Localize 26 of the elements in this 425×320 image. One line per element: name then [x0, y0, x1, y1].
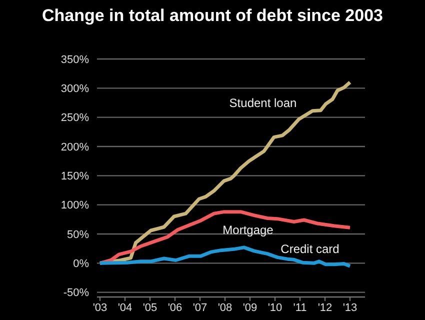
x-tick-label: '13	[342, 302, 358, 314]
y-tick-label: 150%	[60, 170, 90, 183]
series-label: Student loan	[229, 96, 297, 110]
x-tick-label: '10	[268, 302, 282, 314]
x-tick-label: '05	[142, 302, 158, 314]
line-series	[98, 210, 352, 265]
x-tick-label: '06	[168, 302, 182, 314]
y-tick-label: 100%	[60, 200, 90, 212]
y-tick-label: 300%	[60, 83, 90, 96]
x-tick-label: '12	[318, 302, 332, 314]
x-tick-label: '04	[118, 302, 132, 314]
x-tick-label: '09	[242, 302, 258, 314]
x-tick-label: '08	[218, 302, 232, 314]
y-tick-label: 50%	[66, 228, 90, 241]
chart-title: Change in total amount of debt since 2003	[42, 6, 383, 26]
x-tick-label: '11	[293, 302, 307, 314]
y-tick-label: 200%	[60, 141, 90, 154]
x-tick-label: '03	[92, 302, 108, 314]
line-series	[98, 246, 352, 268]
y-tick-label: 0%	[73, 258, 90, 270]
y-tick-label: -50%	[63, 287, 90, 300]
x-tick-label: '07	[192, 302, 208, 314]
series-label: Credit card	[280, 242, 340, 256]
y-tick-label: 350%	[60, 54, 90, 66]
y-tick-label: 250%	[60, 112, 90, 124]
series-label: Mortgage	[222, 223, 274, 237]
